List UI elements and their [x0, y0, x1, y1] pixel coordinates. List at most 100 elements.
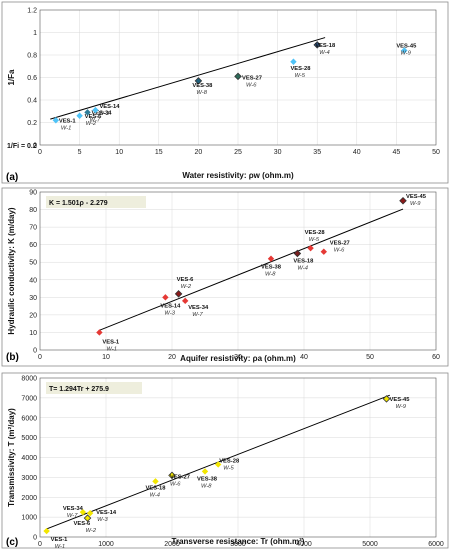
- well-label: W-9: [400, 51, 411, 57]
- ves-label: VES-18: [146, 485, 167, 491]
- x-tick-label: 50: [432, 149, 440, 156]
- x-tick-label: 5000: [362, 541, 378, 548]
- data-point-ves-6: [76, 112, 83, 119]
- x-tick-label: 40: [353, 149, 361, 156]
- well-label: W-3: [97, 517, 108, 523]
- ves-label: VES-18: [293, 258, 314, 264]
- x-tick-label: 5: [78, 149, 82, 156]
- plot-area: [39, 377, 437, 538]
- data-point-ves-27: [234, 72, 242, 81]
- x-tick-label: 0: [38, 149, 42, 156]
- data-point-ves-27: [168, 471, 176, 480]
- panel-label: (c): [6, 537, 18, 548]
- trendline: [99, 208, 404, 331]
- data-point-ves-45: [399, 197, 407, 205]
- y-tick-label: 50: [29, 260, 37, 267]
- y-tick-label: 0.2: [27, 120, 37, 127]
- well-label: W-6: [170, 481, 181, 487]
- data-point-ves-6: [83, 514, 92, 522]
- x-axis-title: Transverse resistance: Tr (ohm.m²): [172, 537, 305, 546]
- panel-2: 0 10 20 30 40 50 60 70 80 90 0 10 20 30 40 50 60 Aquifer …: [1, 187, 449, 367]
- intercept-annotation: 1/Fi = 0.2: [7, 143, 37, 150]
- well-label: W-5: [294, 73, 305, 79]
- y-tick-label: 1000: [21, 515, 37, 522]
- data-point-ves-1: [52, 117, 60, 124]
- x-tick-label: 60: [432, 354, 440, 361]
- y-tick-label: 8000: [21, 376, 37, 383]
- data-point-ves-14: [86, 509, 94, 517]
- x-tick-label: 10: [115, 149, 123, 156]
- well-label: W-2: [86, 121, 97, 127]
- ves-label: VES-14: [99, 104, 120, 110]
- y-tick-label: 2000: [21, 495, 37, 502]
- x-tick-label: 10: [102, 354, 110, 361]
- x-tick-label: 45: [393, 149, 401, 156]
- y-tick-label: 0.4: [27, 98, 37, 105]
- x-tick-label: 20: [195, 149, 203, 156]
- x-tick-label: 4000: [296, 541, 312, 548]
- data-point-ves-14: [162, 294, 169, 301]
- well-label: W-2: [181, 284, 192, 290]
- ves-label: VES-38: [197, 476, 218, 482]
- well-label: W-2: [86, 528, 97, 534]
- panel-label: (a): [6, 172, 18, 183]
- data-point-ves-27: [320, 248, 327, 255]
- panel-3: 0 1000 2000 3000 4000 5000 6000 7000 8000 0 1000 20…: [1, 372, 449, 550]
- ves-label: VES-28: [305, 230, 326, 236]
- regression-equation: K = 1.501ρ - 2.279: [49, 200, 108, 207]
- y-tick-label: 3000: [21, 475, 37, 482]
- x-axis-title: Aquifer resistivity: ρa (ohm.m): [180, 354, 296, 363]
- y-tick-label: 40: [29, 277, 37, 284]
- ves-label: VES-27: [242, 75, 262, 81]
- well-label: W-7: [192, 312, 203, 318]
- data-point-ves-45: [401, 47, 408, 54]
- y-tick-label: 10: [29, 330, 37, 337]
- y-tick-label: 0: [33, 535, 37, 542]
- y-tick-label: 0: [33, 143, 37, 150]
- data-point-ves-14: [92, 106, 99, 114]
- y-tick-label: 90: [29, 190, 37, 197]
- ves-label: VES-6: [85, 114, 103, 120]
- y-tick-label: 4000: [21, 455, 37, 462]
- data-point-ves-28: [215, 461, 222, 468]
- ves-label: VES-34: [188, 305, 209, 311]
- well-label: W-3: [98, 111, 109, 117]
- data-point-ves-18: [313, 41, 321, 49]
- well-label: W-8: [201, 483, 212, 489]
- x-tick-label: 50: [366, 354, 374, 361]
- y-tick-label: 7000: [21, 395, 37, 402]
- y-tick-label: 5000: [21, 435, 37, 442]
- panel-label: (b): [6, 352, 19, 363]
- ves-label: VES-14: [160, 303, 181, 309]
- x-tick-label: 6000: [428, 541, 444, 548]
- well-label: W-7: [90, 117, 101, 123]
- well-label: W-1: [106, 346, 117, 352]
- y-axis-title: Transmissivity: T (m²/day): [7, 408, 16, 507]
- y-axis-title: Hydraulic conductivity: K (m/day): [7, 207, 16, 334]
- data-point-ves-38: [267, 255, 275, 262]
- trendline: [50, 37, 326, 120]
- data-point-ves-34: [182, 297, 189, 305]
- well-label: W-1: [61, 125, 72, 131]
- x-tick-label: 20: [168, 354, 176, 361]
- ves-label: VES-1: [102, 339, 120, 345]
- data-point-ves-1: [96, 329, 103, 336]
- ves-label: VES-45: [396, 44, 417, 50]
- ves-label: VES-1: [59, 118, 77, 124]
- well-label: W-1: [55, 544, 66, 550]
- well-label: W-5: [223, 465, 234, 471]
- ves-label: VES-45: [406, 194, 427, 200]
- y-tick-label: 1.2: [27, 8, 37, 15]
- well-label: W-8: [196, 90, 207, 96]
- y-tick-label: 70: [29, 225, 37, 232]
- ves-label: VES-27: [170, 474, 190, 480]
- ves-label: VES-6: [177, 277, 195, 283]
- data-point-ves-18: [293, 249, 302, 258]
- well-label: W-4: [150, 492, 161, 498]
- ves-label: VES-34: [63, 506, 84, 512]
- x-tick-label: 30: [234, 354, 242, 361]
- y-tick-label: 20: [29, 312, 37, 319]
- y-tick-label: 6000: [21, 415, 37, 422]
- y-axis-title: 1/Fa: [7, 69, 16, 86]
